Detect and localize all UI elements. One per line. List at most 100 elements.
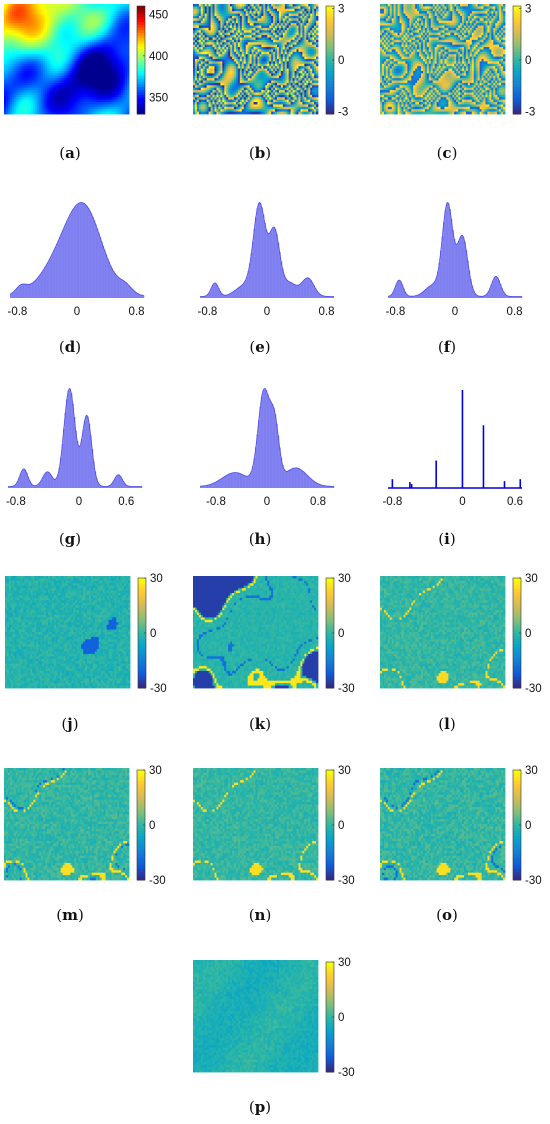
heatmap-cell <box>224 8 227 12</box>
heatmap-cell <box>7 51 11 55</box>
heatmap-cell <box>196 42 200 46</box>
heatmap-cell <box>210 54 213 58</box>
heatmap-cell <box>125 4 128 7</box>
heatmap-cell <box>33 15 36 19</box>
heatmap-cell <box>78 20 81 24</box>
heatmap-cell <box>193 68 196 72</box>
heatmap-cell <box>64 59 67 62</box>
heatmap-cell <box>121 73 124 77</box>
heatmap-cell <box>95 39 99 43</box>
heatmap-cell <box>127 30 130 34</box>
heatmap-cell <box>33 63 36 67</box>
heatmap-cell <box>33 4 36 7</box>
heatmap-cell <box>45 15 48 19</box>
heatmap-cell <box>37 35 40 38</box>
heatmap-cell <box>208 11 211 14</box>
heatmap-cell <box>228 73 231 77</box>
heatmap-cell <box>86 35 89 38</box>
heatmap-cell <box>29 109 32 113</box>
heatmap-cell <box>80 97 83 101</box>
heatmap-cell <box>76 18 79 22</box>
heatmap-cell <box>306 15 309 19</box>
heatmap-cell <box>255 39 258 43</box>
heatmap-cell <box>89 15 93 19</box>
heatmap-cell <box>228 18 231 22</box>
heatmap-cell <box>13 25 17 29</box>
heatmap-cell <box>97 78 101 81</box>
heatmap-cell <box>56 82 60 86</box>
heatmap-cell <box>286 32 290 36</box>
heatmap-cell <box>37 97 40 101</box>
heatmap-cell <box>239 56 243 60</box>
heatmap-cell <box>117 25 120 29</box>
heatmap-cell <box>84 106 87 110</box>
heatmap-cell <box>60 63 63 67</box>
heatmap-cell <box>23 106 26 110</box>
heatmap-cell <box>196 27 200 31</box>
heatmap-cell <box>80 66 83 69</box>
heatmap-cell <box>255 75 258 79</box>
heatmap-cell <box>278 61 282 65</box>
heatmap-cell <box>93 37 97 41</box>
heatmap-cell <box>84 102 87 105</box>
heatmap-cell <box>54 87 58 91</box>
heatmap-cell <box>206 59 210 62</box>
heatmap-cell <box>70 59 73 62</box>
heatmap-cell <box>76 61 79 65</box>
heatmap-cell <box>290 68 294 72</box>
heatmap-cell <box>107 49 110 53</box>
heatmap-cell <box>253 56 256 60</box>
heatmap-cell <box>278 51 282 55</box>
heatmap-cell <box>50 6 54 10</box>
heatmap-cell <box>46 18 50 22</box>
heatmap-cell <box>284 23 288 26</box>
heatmap-cell <box>202 59 206 62</box>
heatmap-cell <box>84 61 87 65</box>
heatmap-cell <box>255 13 258 17</box>
heatmap-cell <box>267 23 270 26</box>
heatmap-cell <box>95 68 99 72</box>
heatmap-cell <box>35 32 38 36</box>
heatmap-cell <box>37 44 40 48</box>
heatmap-cell <box>222 68 225 72</box>
heatmap-cell <box>107 47 110 50</box>
heatmap-cell <box>208 8 211 12</box>
heatmap-cell <box>23 15 26 19</box>
heatmap-cell <box>200 13 204 17</box>
heatmap-cell <box>228 4 231 7</box>
heatmap-cell <box>282 49 286 53</box>
heatmap-cell <box>308 32 311 36</box>
heatmap-cell <box>13 78 17 81</box>
heatmap-cell <box>206 11 210 14</box>
heatmap-cell <box>314 68 317 72</box>
heatmap-cell <box>265 54 268 58</box>
heatmap-cell <box>235 25 239 29</box>
heatmap-cell <box>7 59 11 62</box>
heatmap-cell <box>58 8 62 12</box>
heatmap-cell <box>298 47 301 50</box>
heatmap-cell <box>35 68 38 72</box>
heatmap-cell <box>208 32 211 36</box>
heatmap-cell <box>245 68 249 72</box>
heatmap-cell <box>13 73 17 77</box>
heatmap-cell <box>253 73 256 77</box>
heatmap-cell <box>11 66 15 69</box>
heatmap-cell <box>294 30 297 34</box>
heatmap-cell <box>68 27 71 31</box>
heatmap-cell <box>29 4 32 7</box>
heatmap-cell <box>66 82 69 86</box>
heatmap-cell <box>220 27 223 31</box>
heatmap-cell <box>241 44 245 48</box>
heatmap-cell <box>284 59 288 62</box>
heatmap-cell <box>68 54 71 58</box>
heatmap-cell <box>247 6 251 10</box>
heatmap-cell <box>68 78 71 81</box>
heatmap-cell <box>41 11 44 14</box>
heatmap-cell <box>123 44 126 48</box>
heatmap-cell <box>13 23 17 26</box>
heatmap-cell <box>220 23 223 26</box>
heatmap-cell <box>261 18 264 22</box>
heatmap-cell <box>257 44 260 48</box>
heatmap-cell <box>25 61 28 65</box>
heatmap-cell <box>228 6 231 10</box>
